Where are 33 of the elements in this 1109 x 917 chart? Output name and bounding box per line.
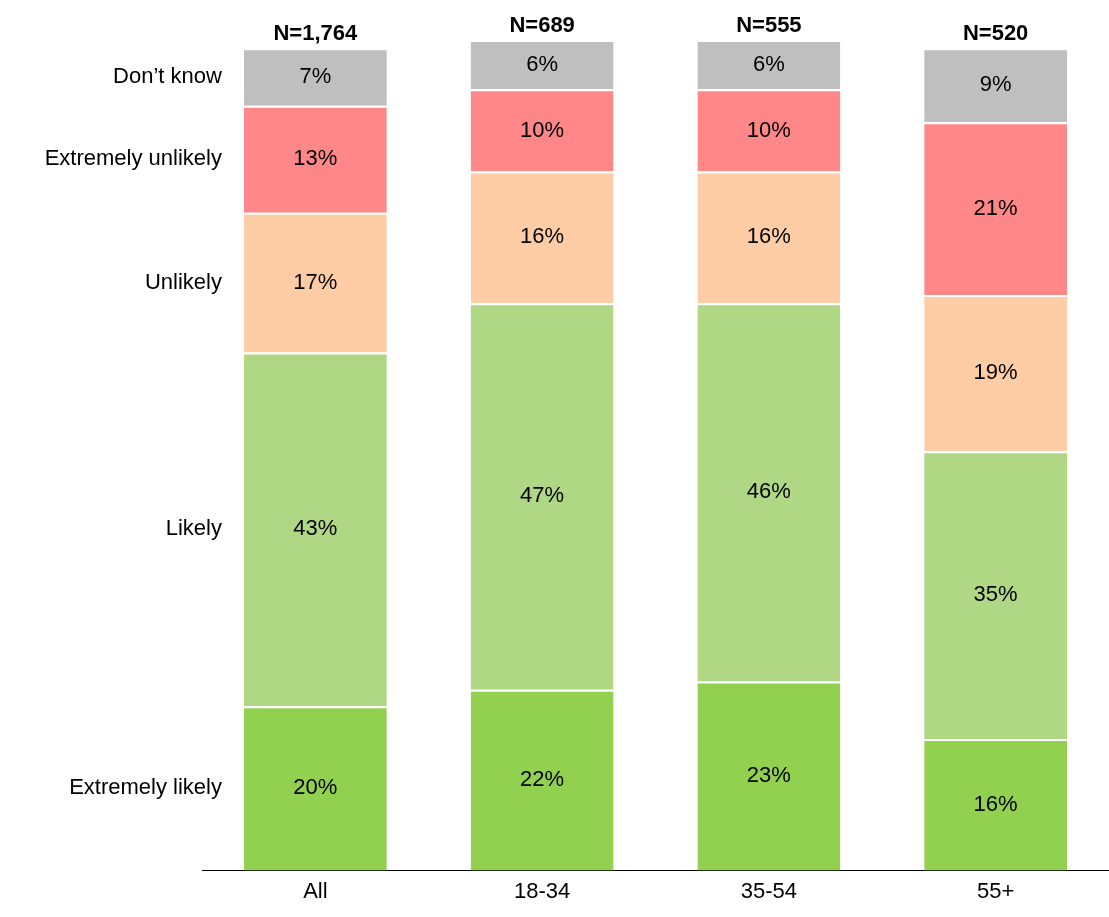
annotation: N=555 — [736, 12, 802, 38]
data-label: 43% — [293, 515, 338, 541]
data-label: 6% — [526, 50, 559, 76]
data-label: 7% — [299, 63, 332, 89]
data-label: 10% — [520, 116, 565, 142]
annotation: N=689 — [509, 12, 575, 38]
data-label: 6% — [752, 50, 785, 76]
series-label: Don’t know — [113, 63, 223, 89]
series-label: Extremely unlikely — [44, 145, 222, 171]
data-label: 10% — [746, 116, 791, 142]
data-label: 16% — [746, 223, 791, 249]
data-label: 9% — [979, 71, 1012, 97]
data-label: 16% — [973, 790, 1018, 816]
data-label: 21% — [973, 194, 1018, 220]
series-label: Extremely likely — [69, 774, 222, 800]
data-label: 16% — [520, 223, 565, 249]
x-tick-label: 55+ — [976, 877, 1015, 903]
data-label: 47% — [520, 482, 565, 508]
data-label: 23% — [746, 762, 791, 788]
annotation: N=520 — [962, 20, 1029, 46]
series-label: Unlikely — [144, 268, 222, 294]
data-label: 13% — [293, 145, 338, 171]
x-tick-label: 18-34 — [513, 877, 571, 903]
data-label: 20% — [293, 774, 338, 800]
data-label: 35% — [973, 581, 1018, 607]
data-label: 19% — [973, 359, 1018, 385]
x-tick-label: 35-54 — [740, 877, 798, 903]
data-label: 22% — [520, 766, 565, 792]
annotation: N=1,764 — [273, 20, 359, 46]
data-label: 46% — [746, 478, 791, 504]
data-label: 17% — [293, 268, 338, 294]
series-label: Likely — [165, 515, 222, 541]
x-tick-label: All — [303, 877, 328, 903]
